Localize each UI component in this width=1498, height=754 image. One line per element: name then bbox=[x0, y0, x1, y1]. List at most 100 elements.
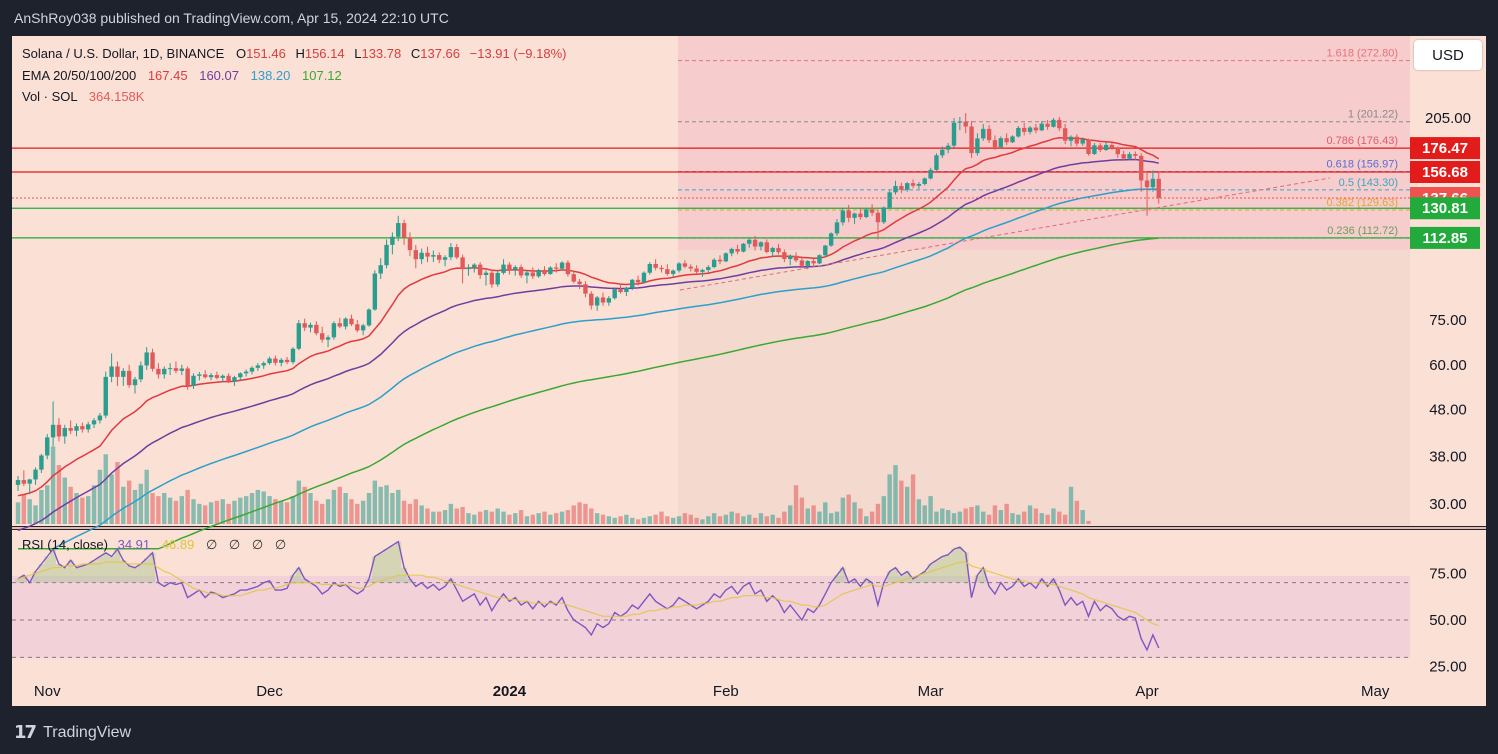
candle[interactable] bbox=[472, 263, 477, 273]
candle[interactable] bbox=[1156, 172, 1161, 204]
candle[interactable] bbox=[653, 259, 658, 271]
candle[interactable] bbox=[1115, 146, 1120, 158]
candle[interactable] bbox=[460, 254, 465, 284]
candle[interactable] bbox=[1092, 143, 1097, 156]
candle[interactable] bbox=[694, 265, 699, 275]
candle[interactable] bbox=[671, 269, 676, 277]
candle[interactable] bbox=[1062, 123, 1068, 145]
candle[interactable] bbox=[875, 209, 881, 240]
candle[interactable] bbox=[852, 212, 857, 224]
candle[interactable] bbox=[27, 478, 32, 495]
candle[interactable] bbox=[249, 366, 255, 375]
candle[interactable] bbox=[349, 314, 354, 326]
candle[interactable] bbox=[542, 266, 547, 276]
candle[interactable] bbox=[963, 113, 968, 134]
candle[interactable] bbox=[717, 255, 723, 265]
candle[interactable] bbox=[121, 368, 126, 386]
candle[interactable] bbox=[776, 243, 781, 255]
candle[interactable] bbox=[314, 321, 319, 336]
candle[interactable] bbox=[1033, 123, 1039, 134]
candle[interactable] bbox=[50, 401, 56, 447]
candle[interactable] bbox=[162, 366, 167, 379]
candle[interactable] bbox=[226, 373, 231, 383]
candle[interactable] bbox=[1086, 138, 1091, 156]
candle[interactable] bbox=[823, 244, 828, 257]
candle[interactable] bbox=[899, 182, 904, 194]
candle[interactable] bbox=[466, 264, 471, 276]
candle[interactable] bbox=[437, 252, 442, 264]
candle[interactable] bbox=[115, 361, 120, 386]
candle[interactable] bbox=[688, 264, 693, 272]
candle[interactable] bbox=[431, 250, 436, 263]
candle[interactable] bbox=[68, 420, 73, 435]
currency-button[interactable]: USD bbox=[1414, 40, 1482, 70]
candle[interactable] bbox=[1150, 170, 1156, 192]
candle[interactable] bbox=[232, 375, 237, 386]
candle[interactable] bbox=[1109, 143, 1115, 150]
candle[interactable] bbox=[372, 270, 378, 311]
candle[interactable] bbox=[501, 259, 506, 275]
candle[interactable] bbox=[817, 254, 822, 265]
candle[interactable] bbox=[846, 204, 851, 223]
candle[interactable] bbox=[1027, 125, 1033, 135]
candle[interactable] bbox=[91, 418, 97, 428]
candle[interactable] bbox=[782, 249, 787, 263]
candle[interactable] bbox=[238, 372, 243, 381]
candle[interactable] bbox=[132, 376, 138, 394]
candle[interactable] bbox=[764, 239, 769, 254]
candle[interactable] bbox=[940, 146, 945, 158]
candle[interactable] bbox=[103, 371, 108, 419]
candle[interactable] bbox=[1103, 141, 1109, 151]
candle[interactable] bbox=[425, 246, 430, 263]
candle[interactable] bbox=[998, 136, 1003, 149]
candle[interactable] bbox=[185, 366, 190, 390]
candle[interactable] bbox=[518, 264, 524, 278]
candle[interactable] bbox=[729, 247, 734, 257]
candle[interactable] bbox=[337, 317, 342, 329]
candle[interactable] bbox=[80, 422, 85, 433]
price-scale[interactable] bbox=[1410, 36, 1486, 526]
candle[interactable] bbox=[1004, 133, 1009, 146]
candle[interactable] bbox=[735, 244, 740, 255]
candle[interactable] bbox=[33, 467, 38, 485]
candle[interactable] bbox=[267, 356, 272, 365]
candle[interactable] bbox=[811, 257, 816, 267]
candle[interactable] bbox=[483, 270, 489, 286]
candle[interactable] bbox=[676, 262, 682, 273]
candle[interactable] bbox=[606, 296, 612, 306]
candle[interactable] bbox=[390, 232, 395, 255]
candle[interactable] bbox=[635, 275, 641, 286]
candle[interactable] bbox=[536, 268, 541, 278]
candle[interactable] bbox=[442, 255, 448, 267]
candle[interactable] bbox=[1051, 118, 1056, 128]
candle[interactable] bbox=[384, 239, 389, 269]
candle[interactable] bbox=[571, 271, 576, 284]
candle[interactable] bbox=[934, 153, 939, 171]
candle[interactable] bbox=[477, 262, 483, 279]
candle[interactable] bbox=[109, 353, 114, 383]
candle[interactable] bbox=[618, 283, 623, 294]
candle[interactable] bbox=[945, 143, 951, 154]
candle[interactable] bbox=[981, 123, 986, 141]
candle[interactable] bbox=[320, 326, 325, 343]
candle[interactable] bbox=[214, 371, 220, 380]
dashed-trendline[interactable] bbox=[679, 177, 1331, 291]
candle[interactable] bbox=[366, 308, 372, 327]
candle[interactable] bbox=[1016, 125, 1021, 138]
candle[interactable] bbox=[887, 190, 892, 209]
candle[interactable] bbox=[261, 361, 266, 369]
candle[interactable] bbox=[758, 241, 764, 251]
candle[interactable] bbox=[360, 323, 366, 336]
candle[interactable] bbox=[126, 364, 132, 388]
candle[interactable] bbox=[97, 412, 103, 424]
candle[interactable] bbox=[255, 363, 261, 371]
candle[interactable] bbox=[407, 232, 413, 257]
candle[interactable] bbox=[197, 371, 202, 381]
candle[interactable] bbox=[951, 118, 957, 148]
candle[interactable] bbox=[858, 208, 863, 220]
candle[interactable] bbox=[641, 271, 647, 284]
candle[interactable] bbox=[331, 321, 337, 340]
candle[interactable] bbox=[21, 470, 27, 487]
candle[interactable] bbox=[682, 260, 688, 269]
candle[interactable] bbox=[1045, 119, 1050, 131]
